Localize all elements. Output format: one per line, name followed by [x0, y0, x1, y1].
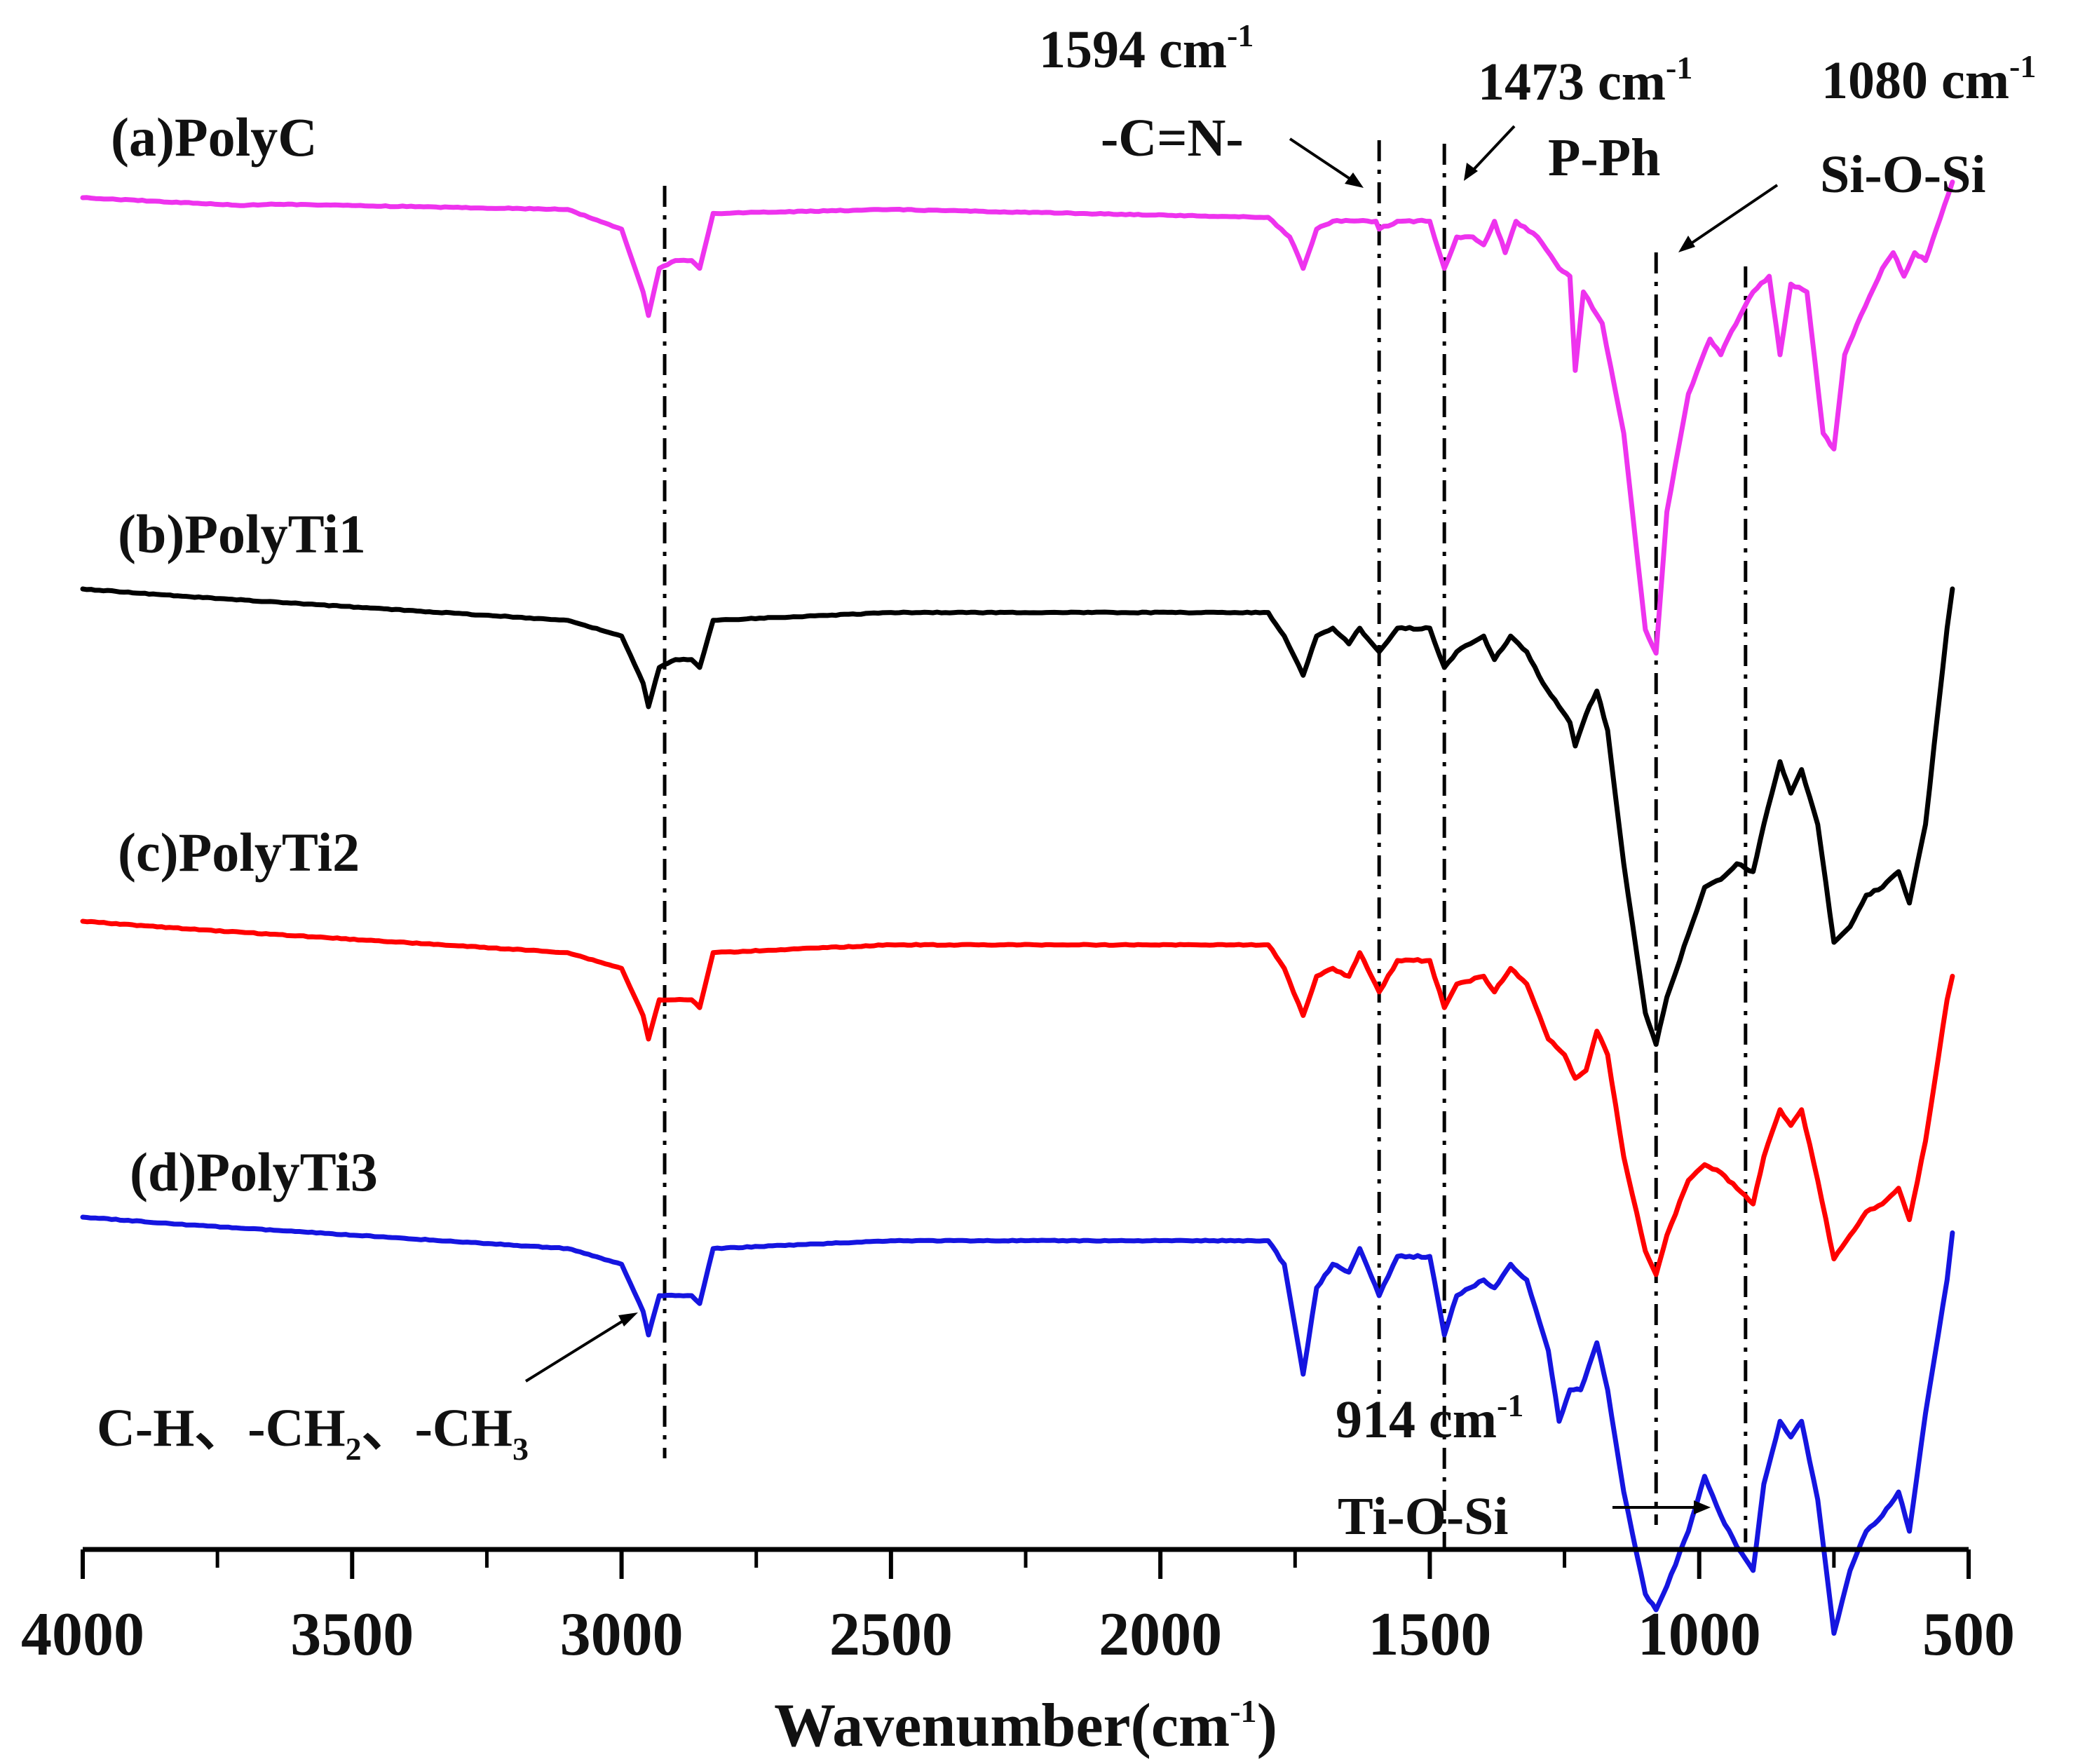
arrow-ch [524, 1317, 629, 1383]
arrowhead-tiosi [1694, 1500, 1711, 1514]
annotation-1473-wavenumber: 1473 cm-1 [1478, 50, 1692, 111]
x-tick-label-2000: 2000 [1099, 1601, 1222, 1669]
series-line-b-polyti1 [80, 586, 1955, 1047]
annotation-1594-wavenumber: 1594 cm-1 [1039, 18, 1254, 79]
reference-lines [663, 140, 1748, 1549]
series-label-polyti3: (d)PolyTi3 [130, 1141, 378, 1202]
arrow-pph [1469, 125, 1516, 174]
annotation-1080-wavenumber: 1080 cm-1 [1821, 48, 2036, 110]
arrow-cn [1289, 137, 1354, 182]
x-axis-title: Wavenumber(cm-1) [774, 1692, 1277, 1760]
annotation-cn-group: -C=N- [1101, 109, 1244, 168]
arrowhead-ch [618, 1312, 638, 1327]
annotation-pph-group: P-Ph [1548, 128, 1660, 187]
x-tick-label-500: 500 [1922, 1601, 2015, 1669]
arrowhead-pph [1464, 163, 1478, 181]
series-line-c-polyti2 [80, 918, 1955, 1277]
annotation-ch-group: C-H、-CH2、-CH3 [97, 1399, 529, 1467]
arrowhead-cn [1345, 172, 1364, 188]
series-line-a-polyc [80, 179, 1955, 656]
annotation-siosi-group: Si-O-Si [1820, 145, 1986, 204]
annotation-tiosi-group: Ti-O-Si [1338, 1487, 1509, 1546]
series-label-polyti1: (b)PolyTi1 [118, 503, 366, 564]
x-tick-label-2500: 2500 [829, 1601, 953, 1669]
x-axis-ticks: 4000 3500 3000 2500 2000 1500 1000 500 [21, 1549, 2015, 1669]
x-tick-label-3500: 3500 [290, 1601, 414, 1669]
series-label-polyti2: (c)PolyTi2 [118, 822, 360, 883]
x-tick-label-4000: 4000 [21, 1601, 144, 1669]
spectra [80, 179, 1955, 1636]
series-label-polyc: (a)PolyC [111, 107, 318, 168]
arrowhead-siosi [1678, 236, 1695, 252]
series-line-d-polyti3 [80, 1214, 1955, 1636]
annotation-914-wavenumber: 914 cm-1 [1336, 1388, 1523, 1449]
x-tick-label-1500: 1500 [1368, 1601, 1491, 1669]
arrow-siosi [1687, 184, 1779, 247]
x-tick-label-1000: 1000 [1638, 1601, 1761, 1669]
x-tick-label-3000: 3000 [560, 1601, 684, 1669]
